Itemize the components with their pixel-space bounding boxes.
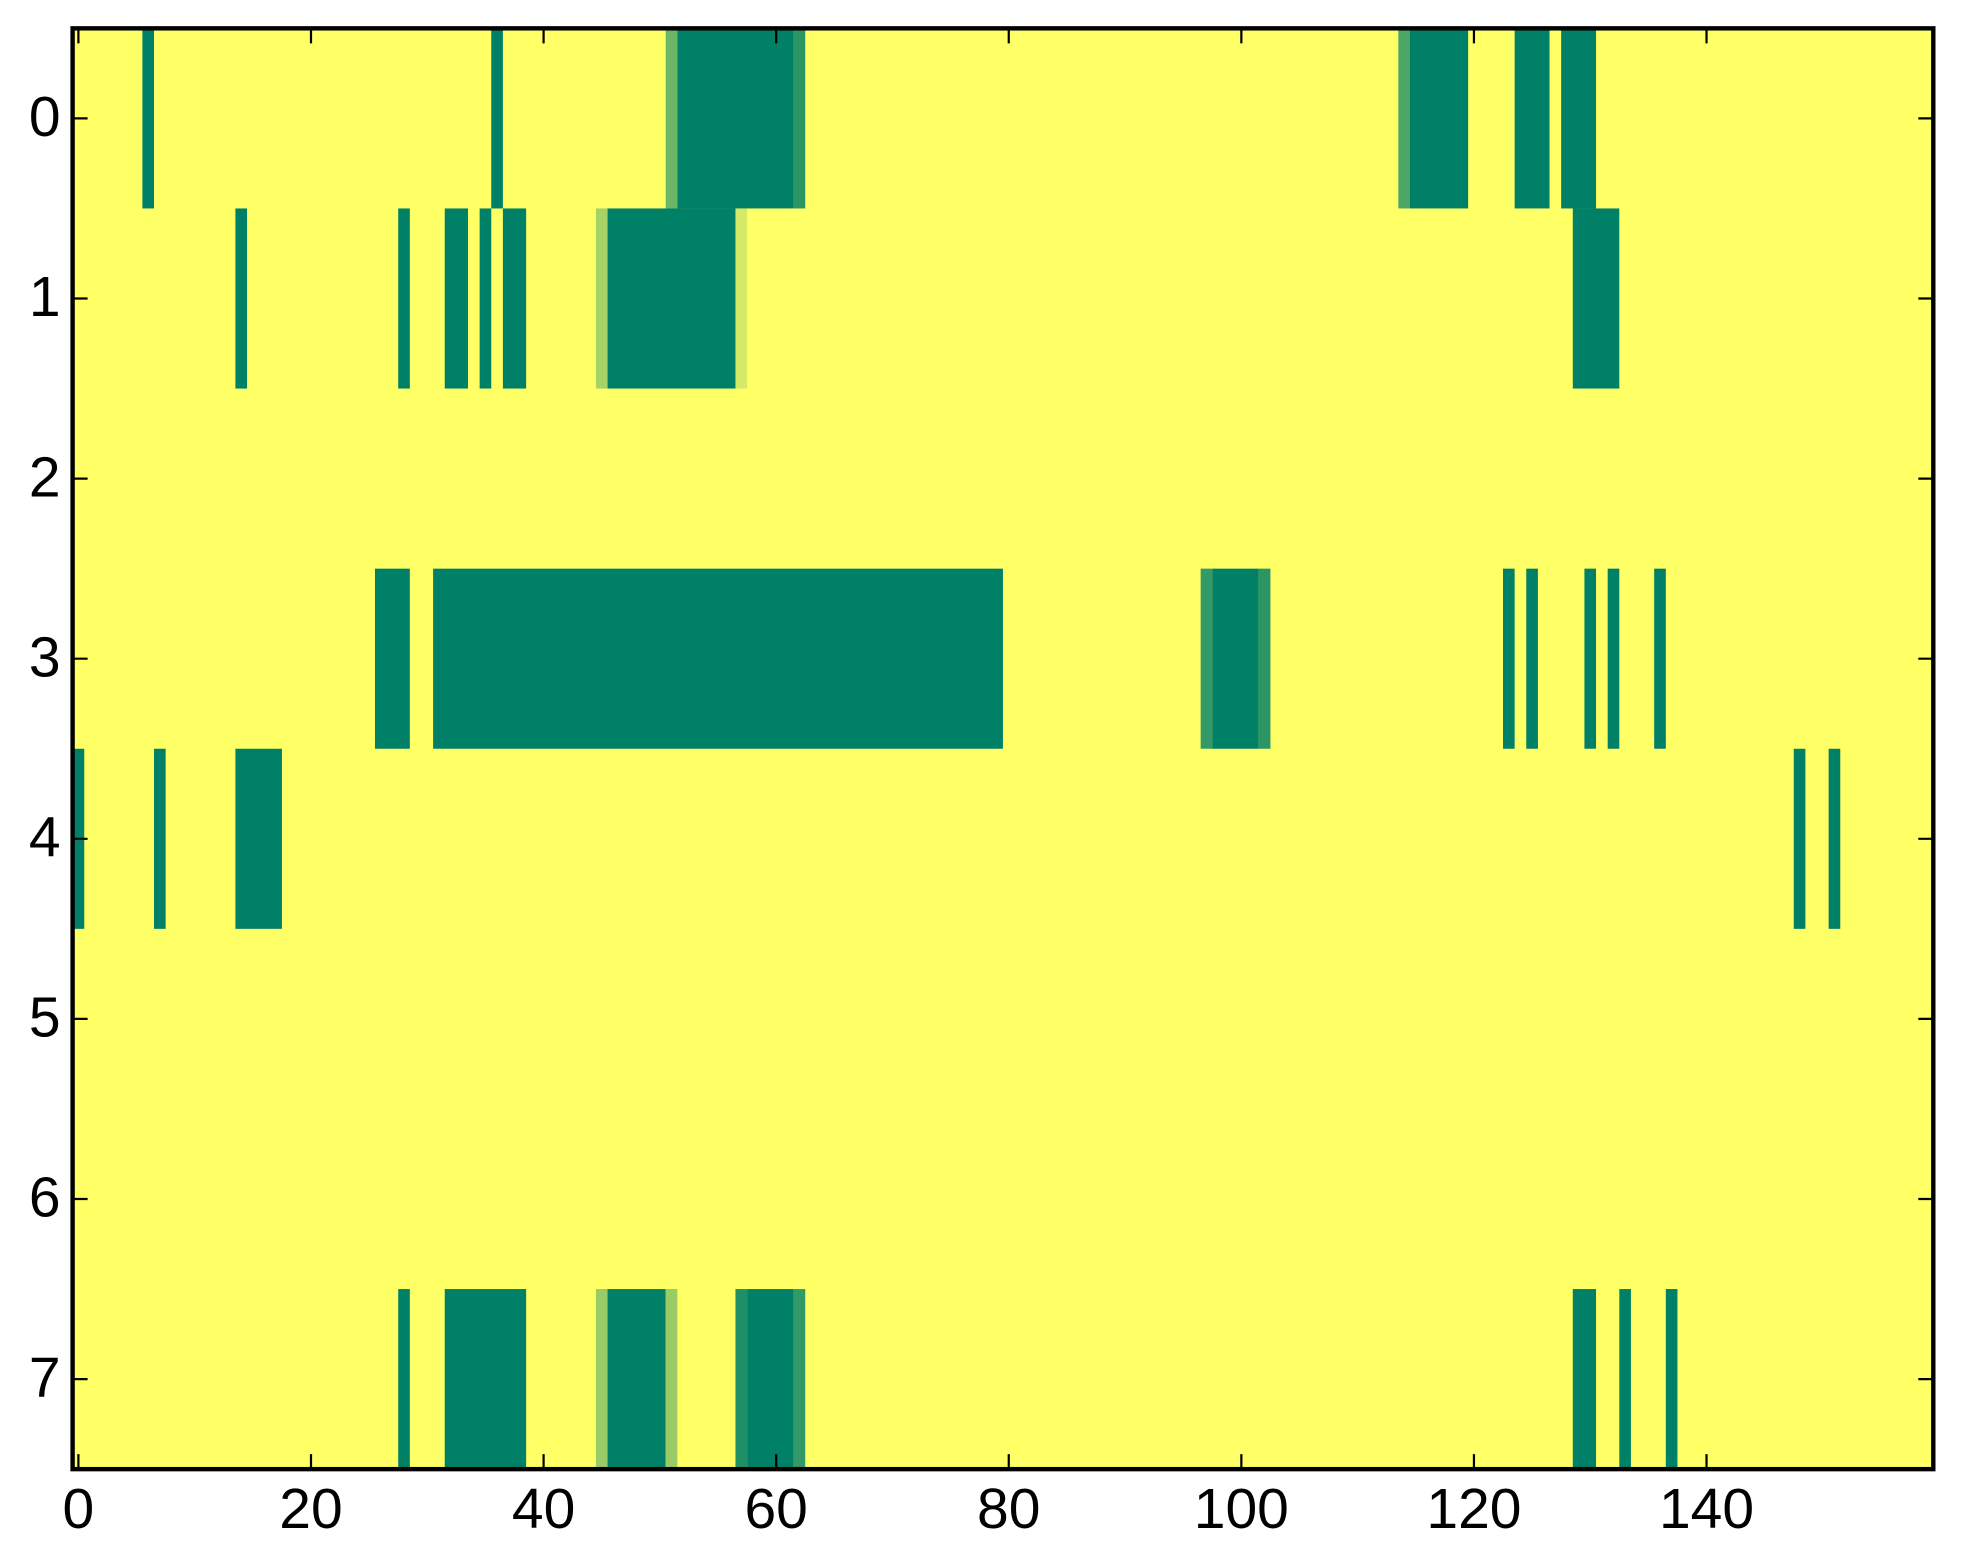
svg-text:0: 0	[29, 85, 61, 149]
svg-text:60: 60	[744, 1477, 807, 1541]
svg-text:5: 5	[29, 986, 61, 1050]
svg-text:0: 0	[63, 1477, 95, 1541]
svg-text:120: 120	[1426, 1477, 1521, 1541]
svg-text:2: 2	[29, 445, 61, 509]
svg-text:20: 20	[279, 1477, 342, 1541]
svg-text:6: 6	[29, 1166, 61, 1230]
svg-text:100: 100	[1194, 1477, 1289, 1541]
svg-text:1: 1	[29, 265, 61, 329]
svg-text:80: 80	[977, 1477, 1040, 1541]
svg-text:4: 4	[29, 806, 61, 870]
svg-text:3: 3	[29, 625, 61, 689]
svg-text:140: 140	[1659, 1477, 1754, 1541]
svg-text:40: 40	[512, 1477, 575, 1541]
svg-text:7: 7	[29, 1346, 61, 1410]
